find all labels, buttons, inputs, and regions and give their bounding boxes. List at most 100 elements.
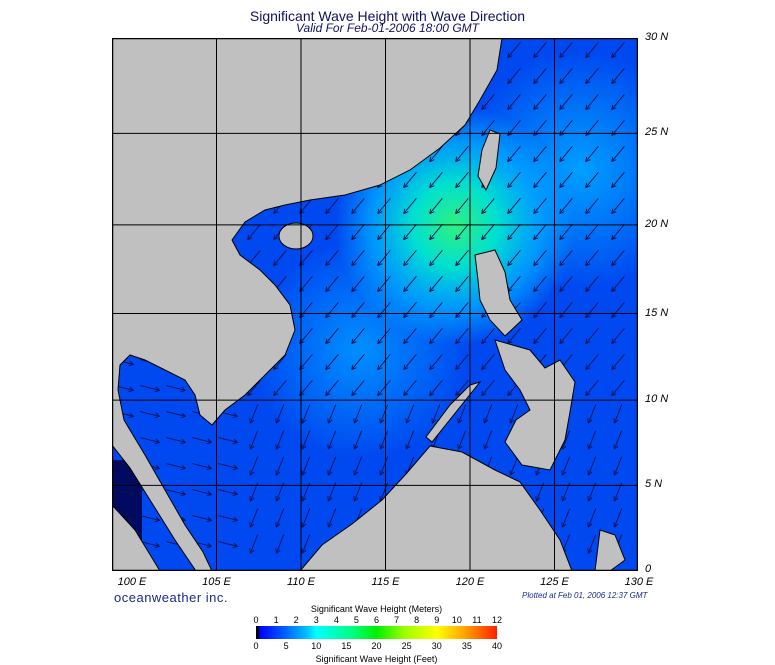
wave-arrow bbox=[481, 380, 495, 397]
wave-arrow bbox=[377, 380, 391, 397]
wave-arrow bbox=[611, 198, 625, 215]
wave-arrow bbox=[611, 276, 625, 293]
wave-arrow bbox=[533, 328, 547, 345]
wave-arrow bbox=[403, 250, 417, 267]
wave-arrow bbox=[611, 250, 625, 267]
wave-arrow bbox=[611, 42, 625, 59]
wave-arrow bbox=[166, 385, 186, 393]
colorbar-meter-tick: 7 bbox=[394, 615, 400, 625]
colorbar-feet-tick: 25 bbox=[401, 641, 412, 651]
longitude-label: 125 E bbox=[540, 576, 569, 588]
wave-arrow bbox=[377, 276, 391, 293]
wave-arrow bbox=[275, 404, 285, 424]
latitude-label: 15 N bbox=[645, 306, 669, 319]
wave-arrow bbox=[140, 437, 160, 445]
wave-arrow bbox=[301, 534, 311, 554]
wave-arrow bbox=[429, 328, 443, 345]
wave-arrow bbox=[403, 328, 417, 345]
wave-arrow bbox=[587, 534, 597, 554]
colorbar-meter-tick: 0 bbox=[253, 615, 259, 625]
wave-arrow bbox=[507, 172, 521, 189]
wave-arrow bbox=[455, 198, 469, 215]
colorbar-feet-tick: 15 bbox=[341, 641, 352, 651]
wave-arrow bbox=[611, 68, 625, 85]
colorbar-meter-tick: 1 bbox=[273, 615, 279, 625]
wave-height-map bbox=[112, 38, 638, 571]
wave-arrow bbox=[559, 250, 573, 267]
colorbar bbox=[256, 626, 497, 639]
wave-arrow bbox=[509, 404, 519, 424]
wave-arrow bbox=[507, 250, 521, 267]
wave-arrow bbox=[613, 404, 623, 424]
wave-arrow bbox=[273, 250, 287, 267]
wave-arrow bbox=[351, 250, 365, 267]
wave-arrow bbox=[455, 146, 469, 163]
land-taiwan bbox=[477, 129, 501, 192]
wave-arrow bbox=[507, 198, 521, 215]
wave-arrow bbox=[166, 411, 186, 419]
wave-arrow bbox=[455, 224, 469, 241]
wave-arrow bbox=[429, 172, 443, 189]
wave-arrow bbox=[301, 508, 311, 528]
wave-arrow bbox=[481, 224, 495, 241]
latitude-label: 20 N bbox=[645, 217, 669, 230]
wave-arrow bbox=[351, 198, 365, 215]
wave-arrow bbox=[379, 456, 389, 476]
wave-arrow bbox=[377, 250, 391, 267]
wave-arrow bbox=[483, 430, 493, 450]
wave-arrow bbox=[403, 224, 417, 241]
wave-arrow bbox=[403, 354, 417, 371]
wave-arrow bbox=[353, 430, 363, 450]
latitude-label: 10 N bbox=[645, 393, 669, 406]
wave-arrow bbox=[559, 146, 573, 163]
wave-arrow bbox=[275, 430, 285, 450]
colorbar-feet-tick: 20 bbox=[371, 641, 382, 651]
land-sumatra bbox=[112, 504, 161, 571]
longitude-label: 100 E bbox=[117, 576, 147, 588]
wave-arrow bbox=[429, 224, 443, 241]
wave-arrow bbox=[455, 276, 469, 293]
wave-arrow bbox=[429, 354, 443, 371]
wave-arrow bbox=[559, 276, 573, 293]
wave-arrow bbox=[481, 354, 495, 371]
wave-arrow bbox=[114, 489, 134, 497]
wave-arrow bbox=[481, 94, 495, 111]
land-sulawesi bbox=[594, 529, 626, 571]
wave-arrow bbox=[483, 404, 493, 424]
wave-arrow bbox=[429, 198, 443, 215]
map-frame bbox=[112, 38, 638, 571]
colorbar-feet-tick: 10 bbox=[311, 641, 322, 651]
wave-arrow bbox=[559, 42, 573, 59]
wave-arrow bbox=[377, 198, 391, 215]
wave-arrow bbox=[613, 430, 623, 450]
wave-arrow bbox=[403, 172, 417, 189]
wave-arrow bbox=[218, 515, 238, 523]
longitude-label: 110 E bbox=[287, 576, 315, 588]
wave-arrow bbox=[379, 404, 389, 424]
wave-arrow bbox=[351, 224, 365, 241]
wave-arrow bbox=[353, 456, 363, 476]
wave-arrow bbox=[613, 508, 623, 528]
wave-arrow bbox=[585, 172, 599, 189]
wave-arrow bbox=[585, 224, 599, 241]
wave-arrow bbox=[405, 404, 415, 424]
wave-arrow bbox=[325, 198, 339, 215]
wave-arrow bbox=[377, 328, 391, 345]
colorbar-feet-tick: 5 bbox=[283, 641, 289, 651]
colorbar-title-meters: Significant Wave Height (Meters) bbox=[310, 604, 443, 614]
wave-arrow bbox=[301, 456, 311, 476]
land-luzon bbox=[474, 249, 523, 337]
wave-arrow bbox=[403, 380, 417, 397]
wave-arrow bbox=[431, 404, 441, 424]
colorbar-title-feet: Significant Wave Height (Feet) bbox=[315, 654, 438, 664]
wave-arrow bbox=[166, 463, 186, 471]
wave-arrow bbox=[351, 328, 365, 345]
wave-arrow bbox=[559, 224, 573, 241]
wave-arrow bbox=[275, 456, 285, 476]
wave-arrow bbox=[561, 508, 571, 528]
brand-logo-text: oceanweather inc. bbox=[114, 590, 229, 605]
wave-arrow bbox=[351, 380, 365, 397]
wave-arrow bbox=[611, 328, 625, 345]
wave-arrow bbox=[353, 404, 363, 424]
wave-arrow bbox=[327, 430, 337, 450]
